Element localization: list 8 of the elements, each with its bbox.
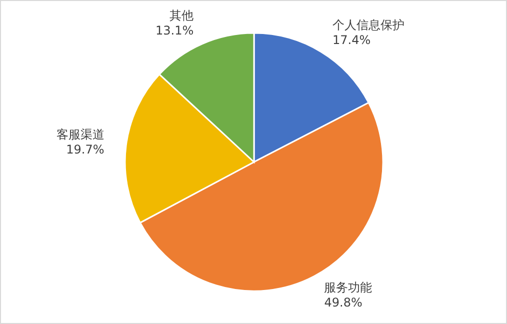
data-label: 49.8%: [324, 296, 362, 310]
slice-label: 服务功能: [324, 280, 372, 295]
slice-label: 其他: [170, 8, 194, 23]
data-label: 13.1%: [155, 24, 194, 38]
slice-label: 客服渠道: [56, 128, 104, 142]
data-label: 17.4%: [332, 33, 371, 48]
slice-label: 个人信息保护: [332, 18, 404, 32]
data-label: 19.7%: [66, 142, 104, 157]
